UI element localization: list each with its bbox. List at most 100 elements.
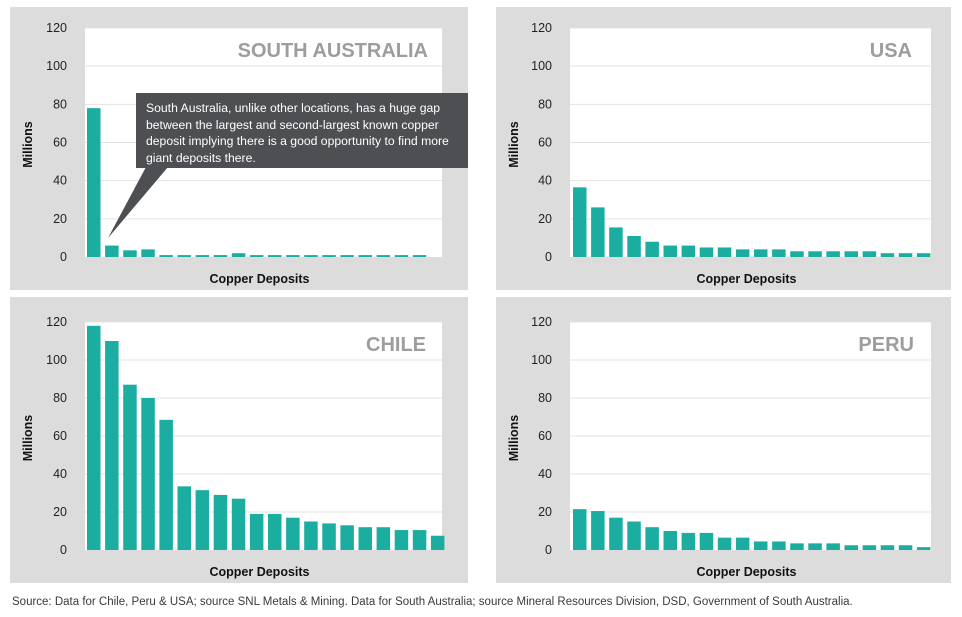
usa-y-tick-label: 80 [538,97,552,111]
south-australia-bar [159,255,173,257]
chile-chart-svg: 0 20 40 60 80 100 120 CHILE Copper Deposits Milli… [21,315,445,579]
peru-bar [862,545,877,550]
usa-bar [717,247,732,257]
usa-bar [916,253,931,257]
peru-bar [880,545,895,550]
peru-bar [772,541,786,550]
south-australia-bar [249,255,264,257]
south-australia-chart-title: SOUTH AUSTRALIA [238,40,428,62]
south-australia-bar [195,255,210,257]
south-australia-bar [376,255,391,257]
peru-bar [681,532,696,550]
chile-chart-title: CHILE [366,334,426,356]
south-australia-y-tick-label: 40 [53,174,67,188]
south-australia-annotation: South Australia, unlike other locations,… [136,93,468,168]
south-australia-bar [177,255,191,257]
chile-bar [159,419,173,550]
chile-y-tick-label: 80 [53,391,67,405]
usa-bar [862,251,877,257]
south-australia-bar [213,255,228,257]
peru-y-tick-label: 60 [538,429,552,443]
peru-bar [627,521,641,550]
chile-bar [268,513,282,550]
usa-bar [645,241,659,257]
chile-y-tick-label: 20 [53,505,67,519]
chile-bar [394,530,409,550]
usa-bar [790,251,804,257]
chile-bar [286,517,300,550]
peru-bar [699,532,714,550]
peru-bar [898,545,913,550]
peru-bar [645,527,659,550]
south-australia-bar [268,255,282,257]
south-australia-y-axis-label: Millions [21,121,35,168]
chile-x-axis-label: Copper Deposits [209,565,309,579]
chile-bar [249,513,264,550]
chile-y-tick-label: 40 [53,467,67,481]
peru-bar [717,537,732,550]
peru-y-tick-label: 0 [545,543,552,557]
peru-y-axis-label: Millions [507,415,521,462]
usa-chart-svg: 0 20 40 60 80 100 120 USA Copper Deposits Million… [507,21,931,286]
chile-bar [340,525,354,550]
usa-y-tick-label: 40 [538,174,552,188]
chile-bar [105,341,119,550]
peru-bar [808,543,822,550]
chile-y-axis-label: Millions [21,415,35,462]
chart-panel-chile: 0 20 40 60 80 100 120 CHILE Copper Deposits Milli… [10,297,468,583]
south-australia-y-tick-label: 60 [53,136,67,150]
peru-bar [826,543,840,550]
peru-chart-title: PERU [858,334,914,356]
chile-bar [304,521,318,550]
south-australia-x-axis-label: Copper Deposits [209,272,309,286]
usa-bar [573,187,587,257]
usa-bar [844,251,858,257]
south-australia-y-tick-label: 80 [53,97,67,111]
chile-bar [231,498,246,550]
chile-bar [195,490,210,550]
chile-y-tick-label: 60 [53,429,67,443]
usa-bar [772,249,786,257]
usa-bar [735,249,750,257]
peru-bar [916,547,931,550]
usa-bar [826,251,840,257]
chart-panel-usa: 0 20 40 60 80 100 120 USA Copper Deposits Million… [496,7,951,290]
usa-bar [880,253,895,257]
south-australia-bar [231,253,246,257]
chile-bar [430,535,445,550]
chile-bar [123,384,137,550]
peru-x-axis-label: Copper Deposits [696,565,796,579]
south-australia-y-tick-label: 120 [46,21,67,35]
chart-panel-peru: 0 20 40 60 80 100 120 PERU Copper Deposits Millio… [496,297,951,583]
south-australia-bar [358,255,372,257]
peru-bar [573,509,587,550]
usa-y-tick-label: 60 [538,136,552,150]
peru-bar [844,545,858,550]
peru-y-tick-label: 20 [538,505,552,519]
south-australia-bar [286,255,300,257]
usa-bar [627,236,641,257]
usa-bar [591,207,605,257]
south-australia-y-tick-label: 0 [60,250,67,264]
chile-y-tick-label: 0 [60,543,67,557]
peru-bar [735,537,750,550]
south-australia-bar [394,255,409,257]
usa-chart-title: USA [870,40,912,62]
chile-bar [412,530,427,550]
south-australia-bar [141,249,155,257]
chile-bar [177,486,191,550]
south-australia-bar [412,255,427,257]
usa-bar [681,245,696,257]
usa-bar [808,251,822,257]
chile-bar [213,494,228,550]
chile-bar [322,523,336,550]
south-australia-y-tick-label: 20 [53,212,67,226]
usa-bar [754,249,768,257]
south-australia-bar [304,255,318,257]
south-australia-bar [123,250,137,257]
chile-y-tick-label: 120 [46,315,67,329]
peru-bar [790,543,804,550]
usa-bar [898,253,913,257]
peru-chart-svg: 0 20 40 60 80 100 120 PERU Copper Deposits Millio… [507,315,931,579]
